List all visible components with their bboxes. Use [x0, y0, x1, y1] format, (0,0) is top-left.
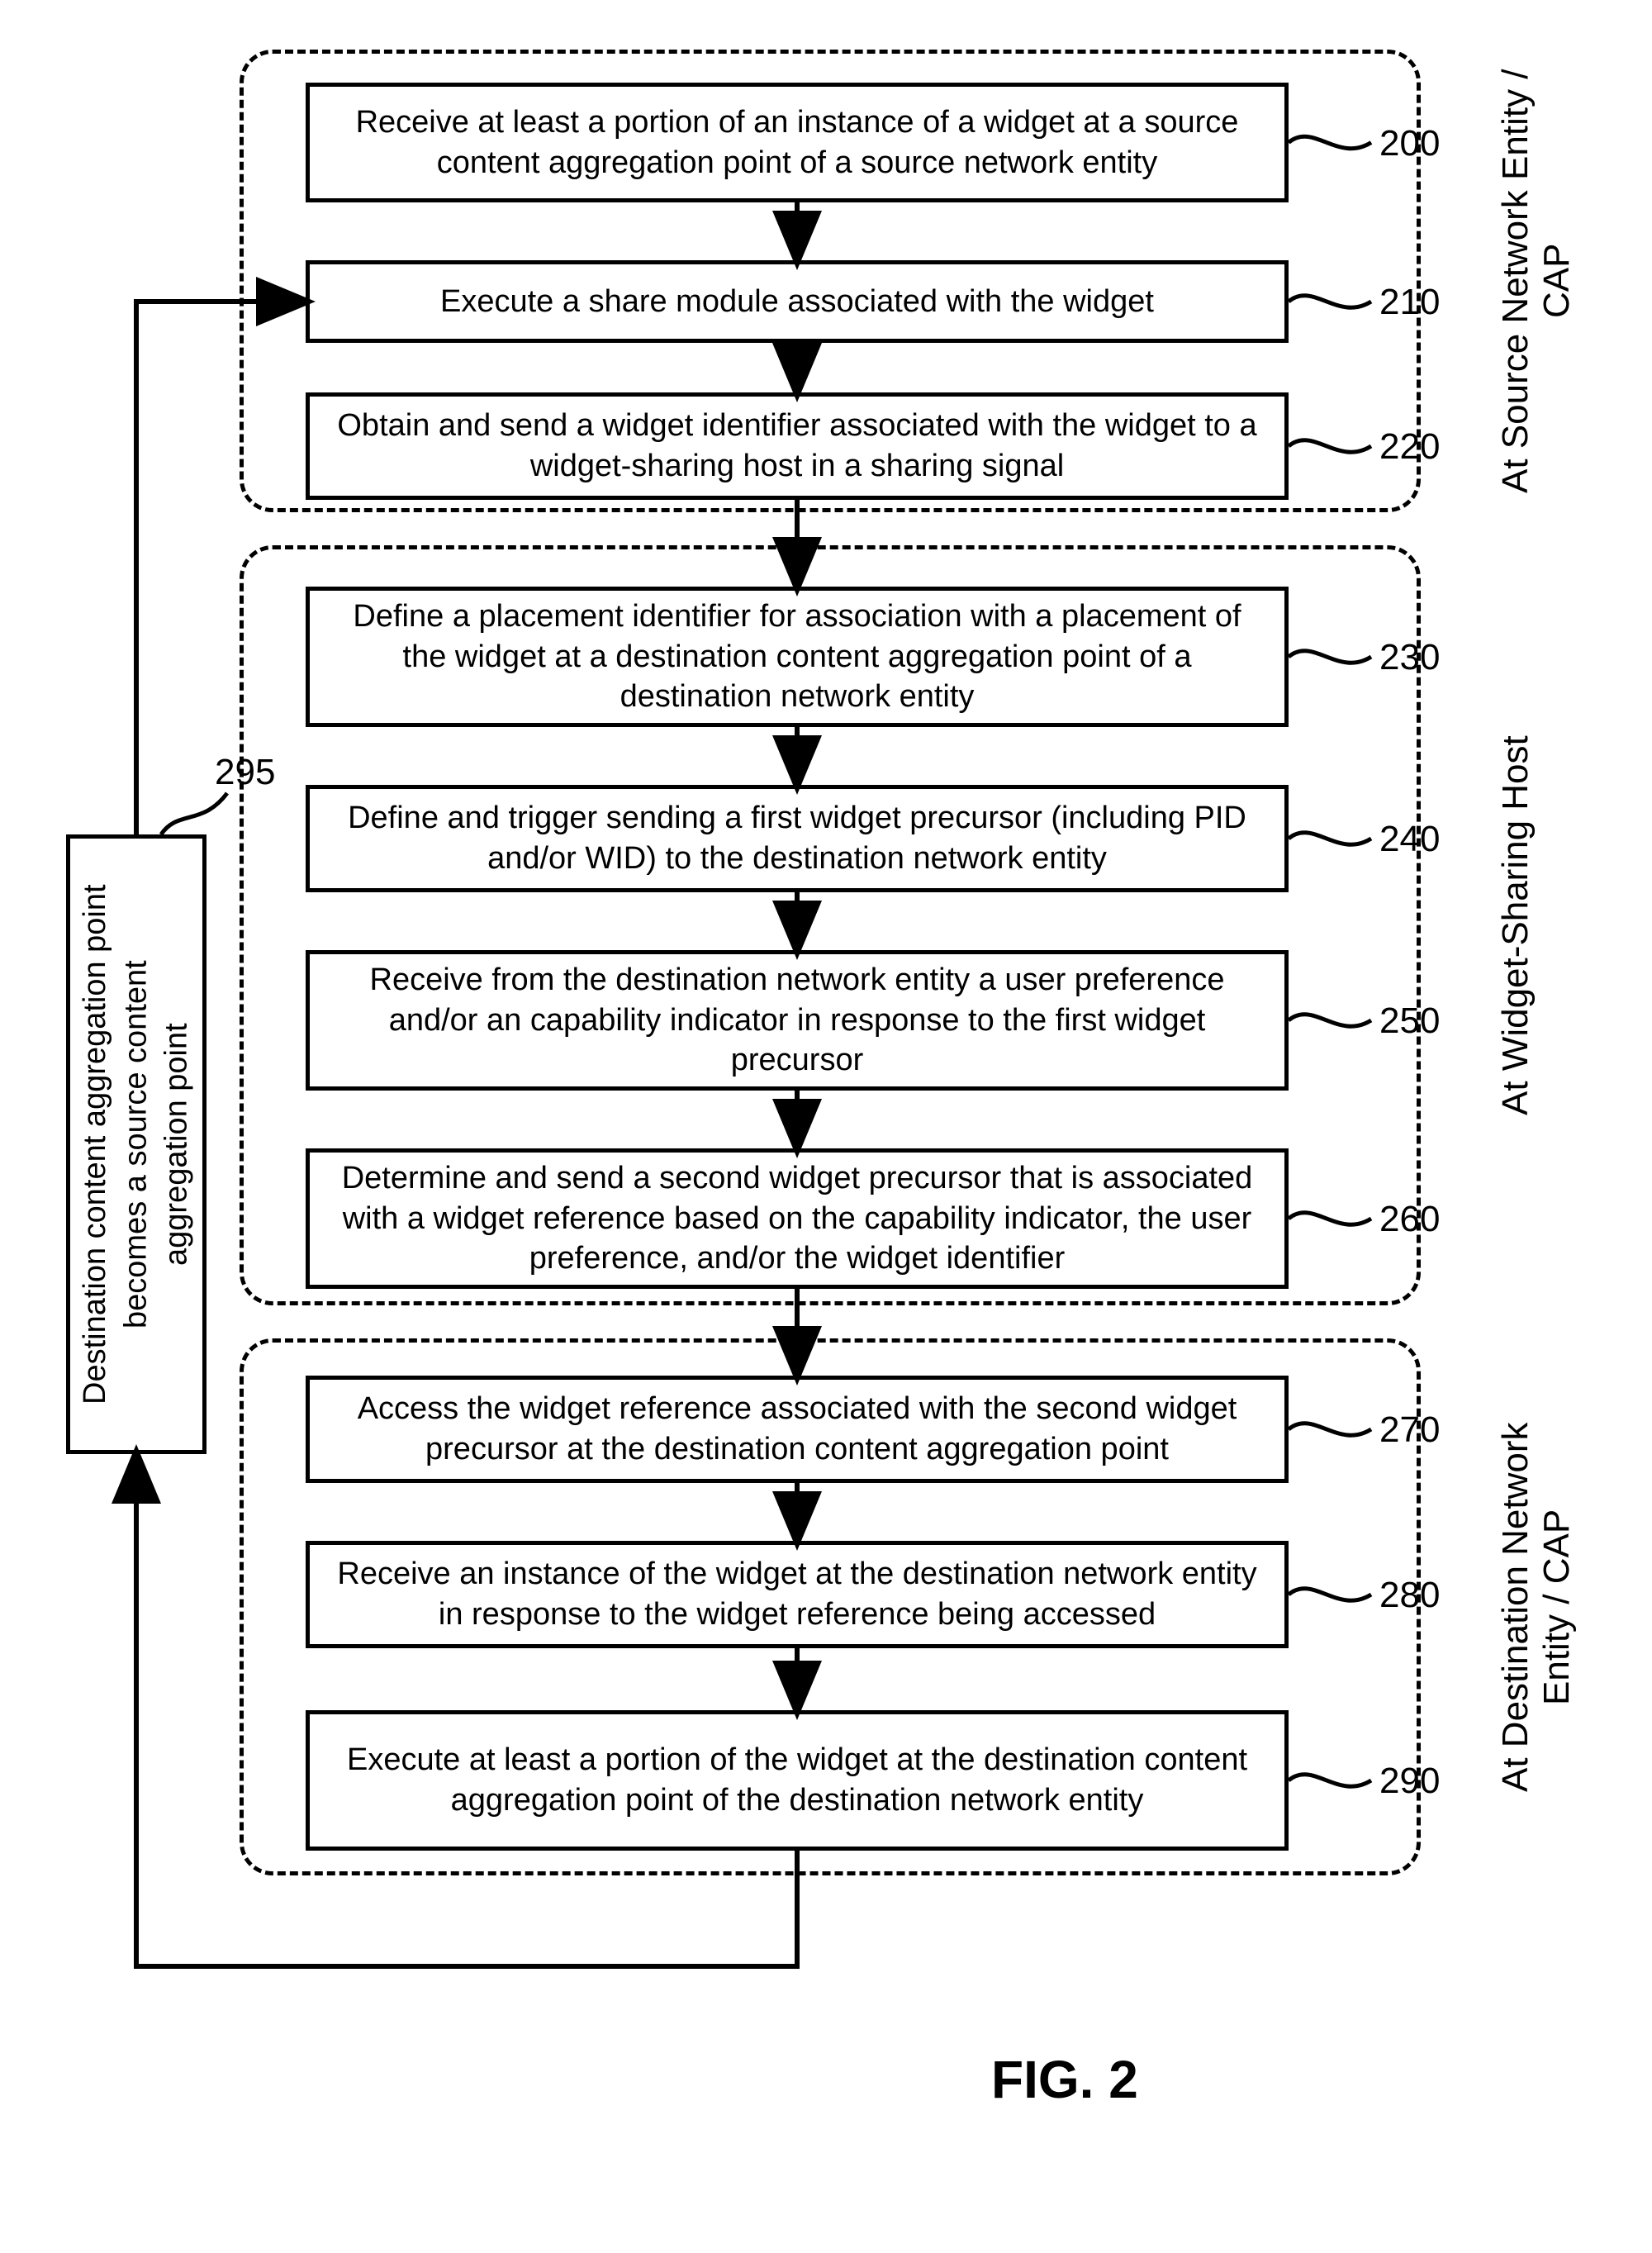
- step-text: Execute a share module associated with t…: [440, 282, 1154, 322]
- step-text: Define and trigger sending a first widge…: [333, 798, 1261, 878]
- step-290: Execute at least a portion of the widget…: [306, 1710, 1289, 1851]
- group-label-destination: At Destination Network Entity / CAP: [1495, 1338, 1578, 1875]
- step-number-210: 210: [1379, 282, 1440, 323]
- step-text: Receive at least a portion of an instanc…: [333, 102, 1261, 183]
- step-text: Obtain and send a widget identifier asso…: [333, 406, 1261, 486]
- step-280: Receive an instance of the widget at the…: [306, 1541, 1289, 1648]
- feedback-number-295: 295: [215, 752, 275, 793]
- step-number-270: 270: [1379, 1409, 1440, 1451]
- step-number-260: 260: [1379, 1199, 1440, 1240]
- step-text: Receive an instance of the widget at the…: [333, 1554, 1261, 1634]
- step-230: Define a placement identifier for associ…: [306, 587, 1289, 727]
- step-250: Receive from the destination network ent…: [306, 950, 1289, 1091]
- step-number-200: 200: [1379, 123, 1440, 164]
- step-200: Receive at least a portion of an instanc…: [306, 83, 1289, 202]
- step-210: Execute a share module associated with t…: [306, 260, 1289, 343]
- step-number-250: 250: [1379, 1001, 1440, 1042]
- step-number-230: 230: [1379, 637, 1440, 678]
- step-text: Define a placement identifier for associ…: [333, 597, 1261, 717]
- step-number-240: 240: [1379, 819, 1440, 860]
- step-text: Access the widget reference associated w…: [333, 1389, 1261, 1469]
- step-number-280: 280: [1379, 1575, 1440, 1616]
- step-260: Determine and send a second widget precu…: [306, 1148, 1289, 1289]
- step-220: Obtain and send a widget identifier asso…: [306, 392, 1289, 500]
- feedback-box-295: Destination content aggregation point be…: [66, 834, 206, 1454]
- step-text: Determine and send a second widget precu…: [333, 1158, 1261, 1279]
- group-label-host: At Widget-Sharing Host: [1495, 545, 1536, 1305]
- figure-label: FIG. 2: [991, 2049, 1138, 2110]
- step-270: Access the widget reference associated w…: [306, 1376, 1289, 1483]
- group-label-source: At Source Network Entity / CAP: [1495, 50, 1578, 512]
- flowchart-canvas: At Source Network Entity / CAP At Widget…: [0, 0, 1652, 2253]
- step-text: Receive from the destination network ent…: [333, 960, 1261, 1081]
- step-240: Define and trigger sending a first widge…: [306, 785, 1289, 892]
- step-number-290: 290: [1379, 1761, 1440, 1802]
- step-text: Execute at least a portion of the widget…: [333, 1740, 1261, 1820]
- step-number-220: 220: [1379, 426, 1440, 468]
- feedback-text: Destination content aggregation point be…: [75, 884, 197, 1405]
